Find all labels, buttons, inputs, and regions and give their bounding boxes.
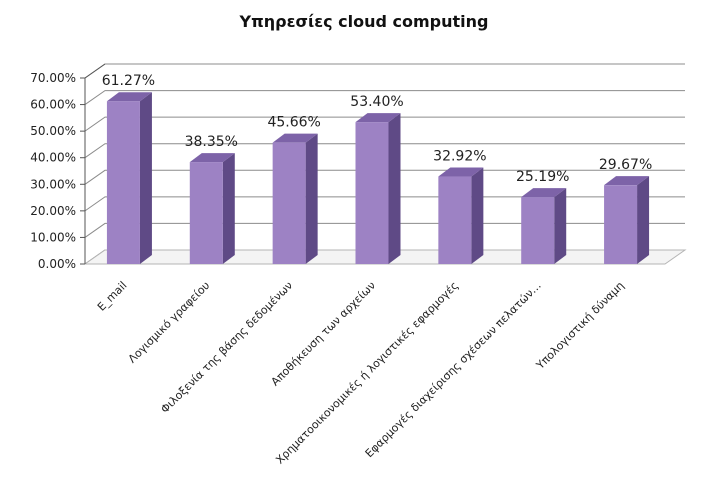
bar — [604, 185, 638, 264]
bar-top — [189, 153, 235, 163]
bar-top — [438, 167, 484, 177]
bar — [272, 142, 306, 264]
y-tick-label: 60.00% — [30, 98, 76, 112]
data-label: 29.67% — [599, 157, 652, 173]
y-tick-label: 70.00% — [30, 71, 76, 85]
bar-side — [554, 188, 567, 264]
y-axis-depth — [84, 63, 106, 79]
chart-title: Υπηρεσίες cloud computing — [239, 12, 489, 31]
gridline — [84, 90, 685, 105]
data-label: 45.66% — [267, 115, 320, 131]
gridline — [84, 143, 685, 159]
y-tick-label: 10.00% — [30, 230, 76, 244]
bar-side — [471, 167, 484, 264]
bar-side — [222, 153, 235, 264]
x-category-label: Χρηματοοικονομικές ή λογιστικές εφαρμογέ… — [273, 279, 461, 467]
x-category-label: Εφαρμογές διαχείρισης σχέσεων πελατών… — [363, 279, 544, 460]
data-label: 61.27% — [102, 73, 155, 89]
x-category-label: Λογισμικό γραφείου — [126, 279, 213, 366]
bar-side — [305, 133, 318, 264]
gridline — [84, 63, 685, 79]
bar-top — [355, 113, 401, 123]
bar — [189, 162, 223, 264]
x-category-label: Υπολογιστική δύναμη — [533, 279, 627, 373]
data-label: 53.40% — [350, 94, 403, 110]
bar-top — [272, 133, 318, 143]
y-tick-label: 30.00% — [30, 177, 76, 191]
bar-top — [106, 92, 152, 102]
bar-top — [521, 188, 567, 198]
gridline — [84, 222, 685, 238]
bar-side — [388, 113, 401, 264]
bar-side — [139, 92, 152, 264]
gridline — [84, 196, 685, 212]
bar-top — [604, 176, 650, 186]
bar — [355, 122, 389, 264]
bar — [106, 101, 140, 264]
y-tick-label: 0.00% — [38, 257, 76, 271]
y-tick-label: 40.00% — [30, 151, 76, 165]
bar — [438, 176, 472, 264]
gridline — [84, 116, 685, 132]
y-tick-label: 50.00% — [30, 124, 76, 138]
bar-side — [637, 176, 650, 264]
bar — [521, 197, 555, 264]
gridline — [84, 169, 685, 185]
data-label: 38.35% — [185, 134, 238, 150]
y-tick-label: 20.00% — [30, 204, 76, 218]
x-category-label: E_mail — [95, 279, 130, 314]
data-label: 32.92% — [433, 149, 486, 165]
data-label: 25.19% — [516, 169, 569, 185]
x-category-label: Φιλοξενία της βάσης δεδομένων — [158, 279, 295, 416]
